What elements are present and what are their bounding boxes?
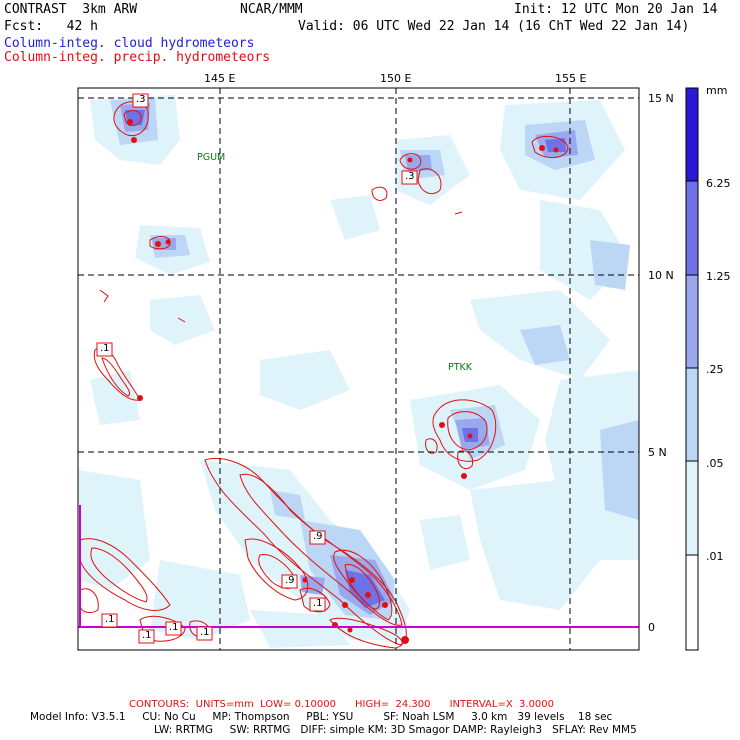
legend-precip: Column-integ. precip. hydrometeors xyxy=(4,50,271,65)
contour-label: .1 xyxy=(100,343,110,354)
colorbar xyxy=(685,87,699,651)
precip-cores xyxy=(127,119,559,644)
lon-label-155: 155 E xyxy=(555,72,587,85)
contour-label: .1 xyxy=(105,614,115,625)
contour-label-boxes xyxy=(96,93,418,644)
precip-contours xyxy=(79,101,569,649)
lon-label-145: 145 E xyxy=(204,72,236,85)
station-ptkk: PTKK xyxy=(448,362,472,373)
contour-label: .9 xyxy=(285,575,295,586)
init-time: Init: 12 UTC Mon 20 Jan 14 xyxy=(514,2,718,17)
center-name: NCAR/MMM xyxy=(240,2,303,17)
forecast-hour: Fcst: 42 h xyxy=(4,19,98,34)
contour-label: .1 xyxy=(200,627,210,638)
map-border xyxy=(77,87,640,651)
contour-label: .9 xyxy=(313,531,323,542)
colorbar-units: mm xyxy=(706,84,728,97)
lat-label-5n: 5 N xyxy=(648,446,667,459)
contour-label: .1 xyxy=(169,622,179,633)
lat-lon-grid xyxy=(78,88,639,650)
colorbar-label: .05 xyxy=(706,457,724,470)
contours-info: CONTOURS: UNITS=mm LOW= 0.10000 HIGH= 24… xyxy=(129,699,555,710)
colorbar-label: 1.25 xyxy=(706,270,731,283)
colorbar-label: 6.25 xyxy=(706,177,731,190)
valid-time: Valid: 06 UTC Wed 22 Jan 14 (16 ChT Wed … xyxy=(298,19,690,34)
lat-label-10n: 10 N xyxy=(648,269,674,282)
contour-label: .3 xyxy=(136,94,146,105)
contour-label: .1 xyxy=(313,598,323,609)
contour-label: .3 xyxy=(405,171,415,182)
model-info-line2: LW: RRTMG SW: RRTMG DIFF: simple KM: 3D … xyxy=(154,724,637,736)
lat-label-0: 0 xyxy=(648,621,655,634)
legend-cloud: Column-integ. cloud hydrometeors xyxy=(4,36,255,51)
map-area xyxy=(78,88,639,650)
station-pgum: PGUM xyxy=(197,152,226,163)
colorbar-label: .25 xyxy=(706,363,724,376)
lat-label-15n: 15 N xyxy=(648,92,674,105)
model-info-line1: Model Info: V3.5.1 CU: No Cu MP: Thompso… xyxy=(30,711,613,723)
product-title: CONTRAST 3km ARW xyxy=(4,2,138,17)
lon-label-150: 150 E xyxy=(380,72,412,85)
colorbar-label: .01 xyxy=(706,550,724,563)
contour-label: .1 xyxy=(142,630,152,641)
